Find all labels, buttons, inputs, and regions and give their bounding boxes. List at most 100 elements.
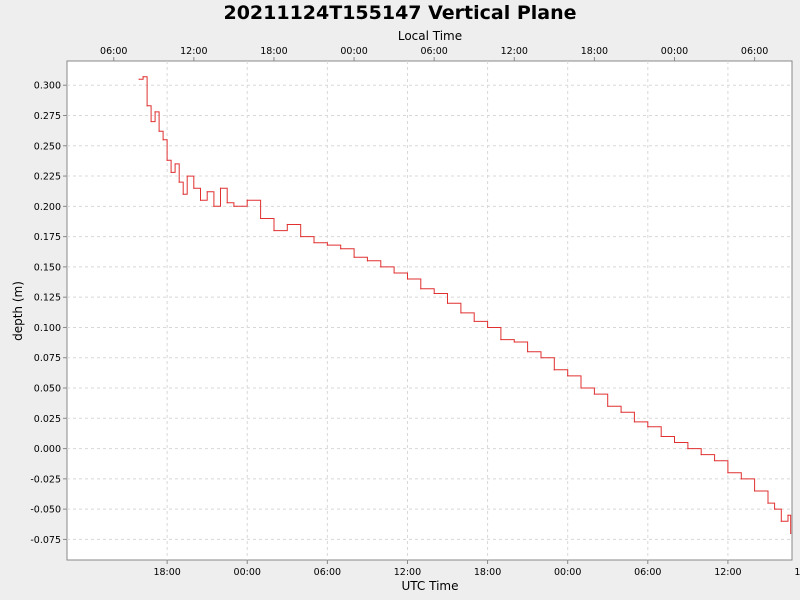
- local-tick-label: 00:00: [340, 46, 367, 57]
- y-tick-label: 0.075: [34, 353, 61, 364]
- data-point: [593, 393, 595, 395]
- utc-tick-label: 18:00: [794, 567, 800, 578]
- data-point: [260, 217, 262, 220]
- top-axis-label: Local Time: [398, 29, 462, 43]
- y-tick-label: 0.050: [34, 384, 61, 395]
- data-point: [142, 76, 144, 78]
- data-point: [273, 229, 275, 232]
- data-point: [150, 120, 152, 123]
- data-point: [170, 171, 172, 174]
- data-point: [353, 256, 355, 258]
- y-tick-label: 0.150: [34, 262, 61, 273]
- data-point: [780, 520, 782, 522]
- local-tick-label: 18:00: [581, 46, 608, 57]
- data-point: [486, 326, 489, 329]
- y-tick-label: 0.225: [34, 172, 61, 183]
- data-point: [193, 187, 195, 189]
- local-tick-label: 12:00: [501, 46, 528, 57]
- y-tick-label: -0.050: [30, 505, 61, 516]
- data-point: [162, 139, 164, 141]
- data-point: [790, 532, 792, 534]
- data-point: [567, 375, 569, 377]
- data-point: [380, 266, 382, 268]
- data-point: [473, 320, 475, 323]
- data-point: [673, 441, 676, 444]
- y-tick-label: 0.100: [34, 323, 61, 334]
- data-point: [774, 508, 776, 510]
- utc-tick-label: 06:00: [314, 567, 341, 578]
- x-axis-label: UTC Time: [402, 579, 459, 593]
- data-point: [186, 175, 188, 177]
- data-point: [687, 447, 689, 450]
- data-point: [154, 111, 156, 113]
- grid: [67, 61, 792, 560]
- utc-tick-label: 06:00: [634, 567, 661, 578]
- data-point: [754, 490, 756, 492]
- data-point: [366, 260, 369, 262]
- data-point: [727, 472, 729, 474]
- utc-tick-label: 18:00: [474, 567, 501, 578]
- data-point: [206, 191, 208, 193]
- data-point: [158, 130, 160, 132]
- series-group: [138, 76, 792, 534]
- y-tick-label: -0.025: [30, 474, 61, 485]
- data-point: [326, 244, 328, 246]
- data-point: [313, 242, 315, 244]
- axis-ticks: -0.075 -0.050 -0.025 0.000 0.025 0.050 0.075 0.…: [30, 46, 800, 578]
- data-point: [138, 78, 140, 80]
- data-point: [580, 387, 582, 389]
- local-tick-label: 06:00: [420, 46, 447, 57]
- y-tick-label: 0.125: [34, 293, 61, 304]
- utc-tick-label: 00:00: [554, 567, 581, 578]
- data-point: [500, 338, 502, 341]
- y-tick-label: 0.200: [34, 202, 61, 213]
- data-point: [647, 426, 649, 428]
- local-tick-label: 12:00: [180, 46, 207, 57]
- y-tick-label: 0.025: [34, 414, 61, 425]
- data-point: [607, 405, 609, 407]
- y-tick-label: 0.275: [34, 111, 61, 122]
- y-tick-label: -0.075: [30, 535, 61, 546]
- utc-tick-label: 12:00: [714, 567, 741, 578]
- data-point: [433, 292, 435, 295]
- data-point: [660, 435, 662, 438]
- data-point: [713, 460, 716, 462]
- data-point: [393, 272, 395, 274]
- data-point: [460, 312, 462, 314]
- data-point: [527, 351, 529, 353]
- data-point: [233, 205, 235, 207]
- data-point: [787, 514, 789, 516]
- utc-tick-label: 12:00: [394, 567, 421, 578]
- data-point: [633, 421, 636, 423]
- y-tick-label: 0.250: [34, 141, 61, 152]
- chart-title: 20211124T155147 Vertical Plane: [223, 2, 576, 24]
- data-point: [166, 159, 168, 161]
- local-tick-label: 06:00: [741, 46, 768, 57]
- data-point: [174, 163, 176, 165]
- data-point: [620, 411, 622, 413]
- data-point: [178, 181, 180, 183]
- data-point: [213, 205, 215, 207]
- y-tick-label: 0.175: [34, 232, 61, 243]
- data-point: [286, 223, 288, 226]
- utc-tick-label: 18:00: [153, 567, 180, 578]
- data-point: [226, 202, 228, 204]
- data-point: [446, 302, 449, 304]
- y-tick-label: 0.300: [34, 81, 61, 92]
- data-point: [146, 105, 148, 107]
- data-point: [246, 199, 248, 201]
- data-point: [540, 357, 542, 359]
- data-point: [553, 369, 555, 371]
- local-tick-label: 18:00: [260, 46, 287, 57]
- data-point: [219, 187, 222, 189]
- data-point: [767, 502, 769, 504]
- data-point: [420, 288, 422, 290]
- data-point: [182, 193, 184, 195]
- depth-series-line: [139, 76, 792, 534]
- data-point: [513, 341, 515, 343]
- local-tick-label: 06:00: [100, 46, 127, 57]
- plot-area: [66, 60, 793, 561]
- data-point: [199, 199, 202, 201]
- utc-tick-label: 00:00: [234, 567, 261, 578]
